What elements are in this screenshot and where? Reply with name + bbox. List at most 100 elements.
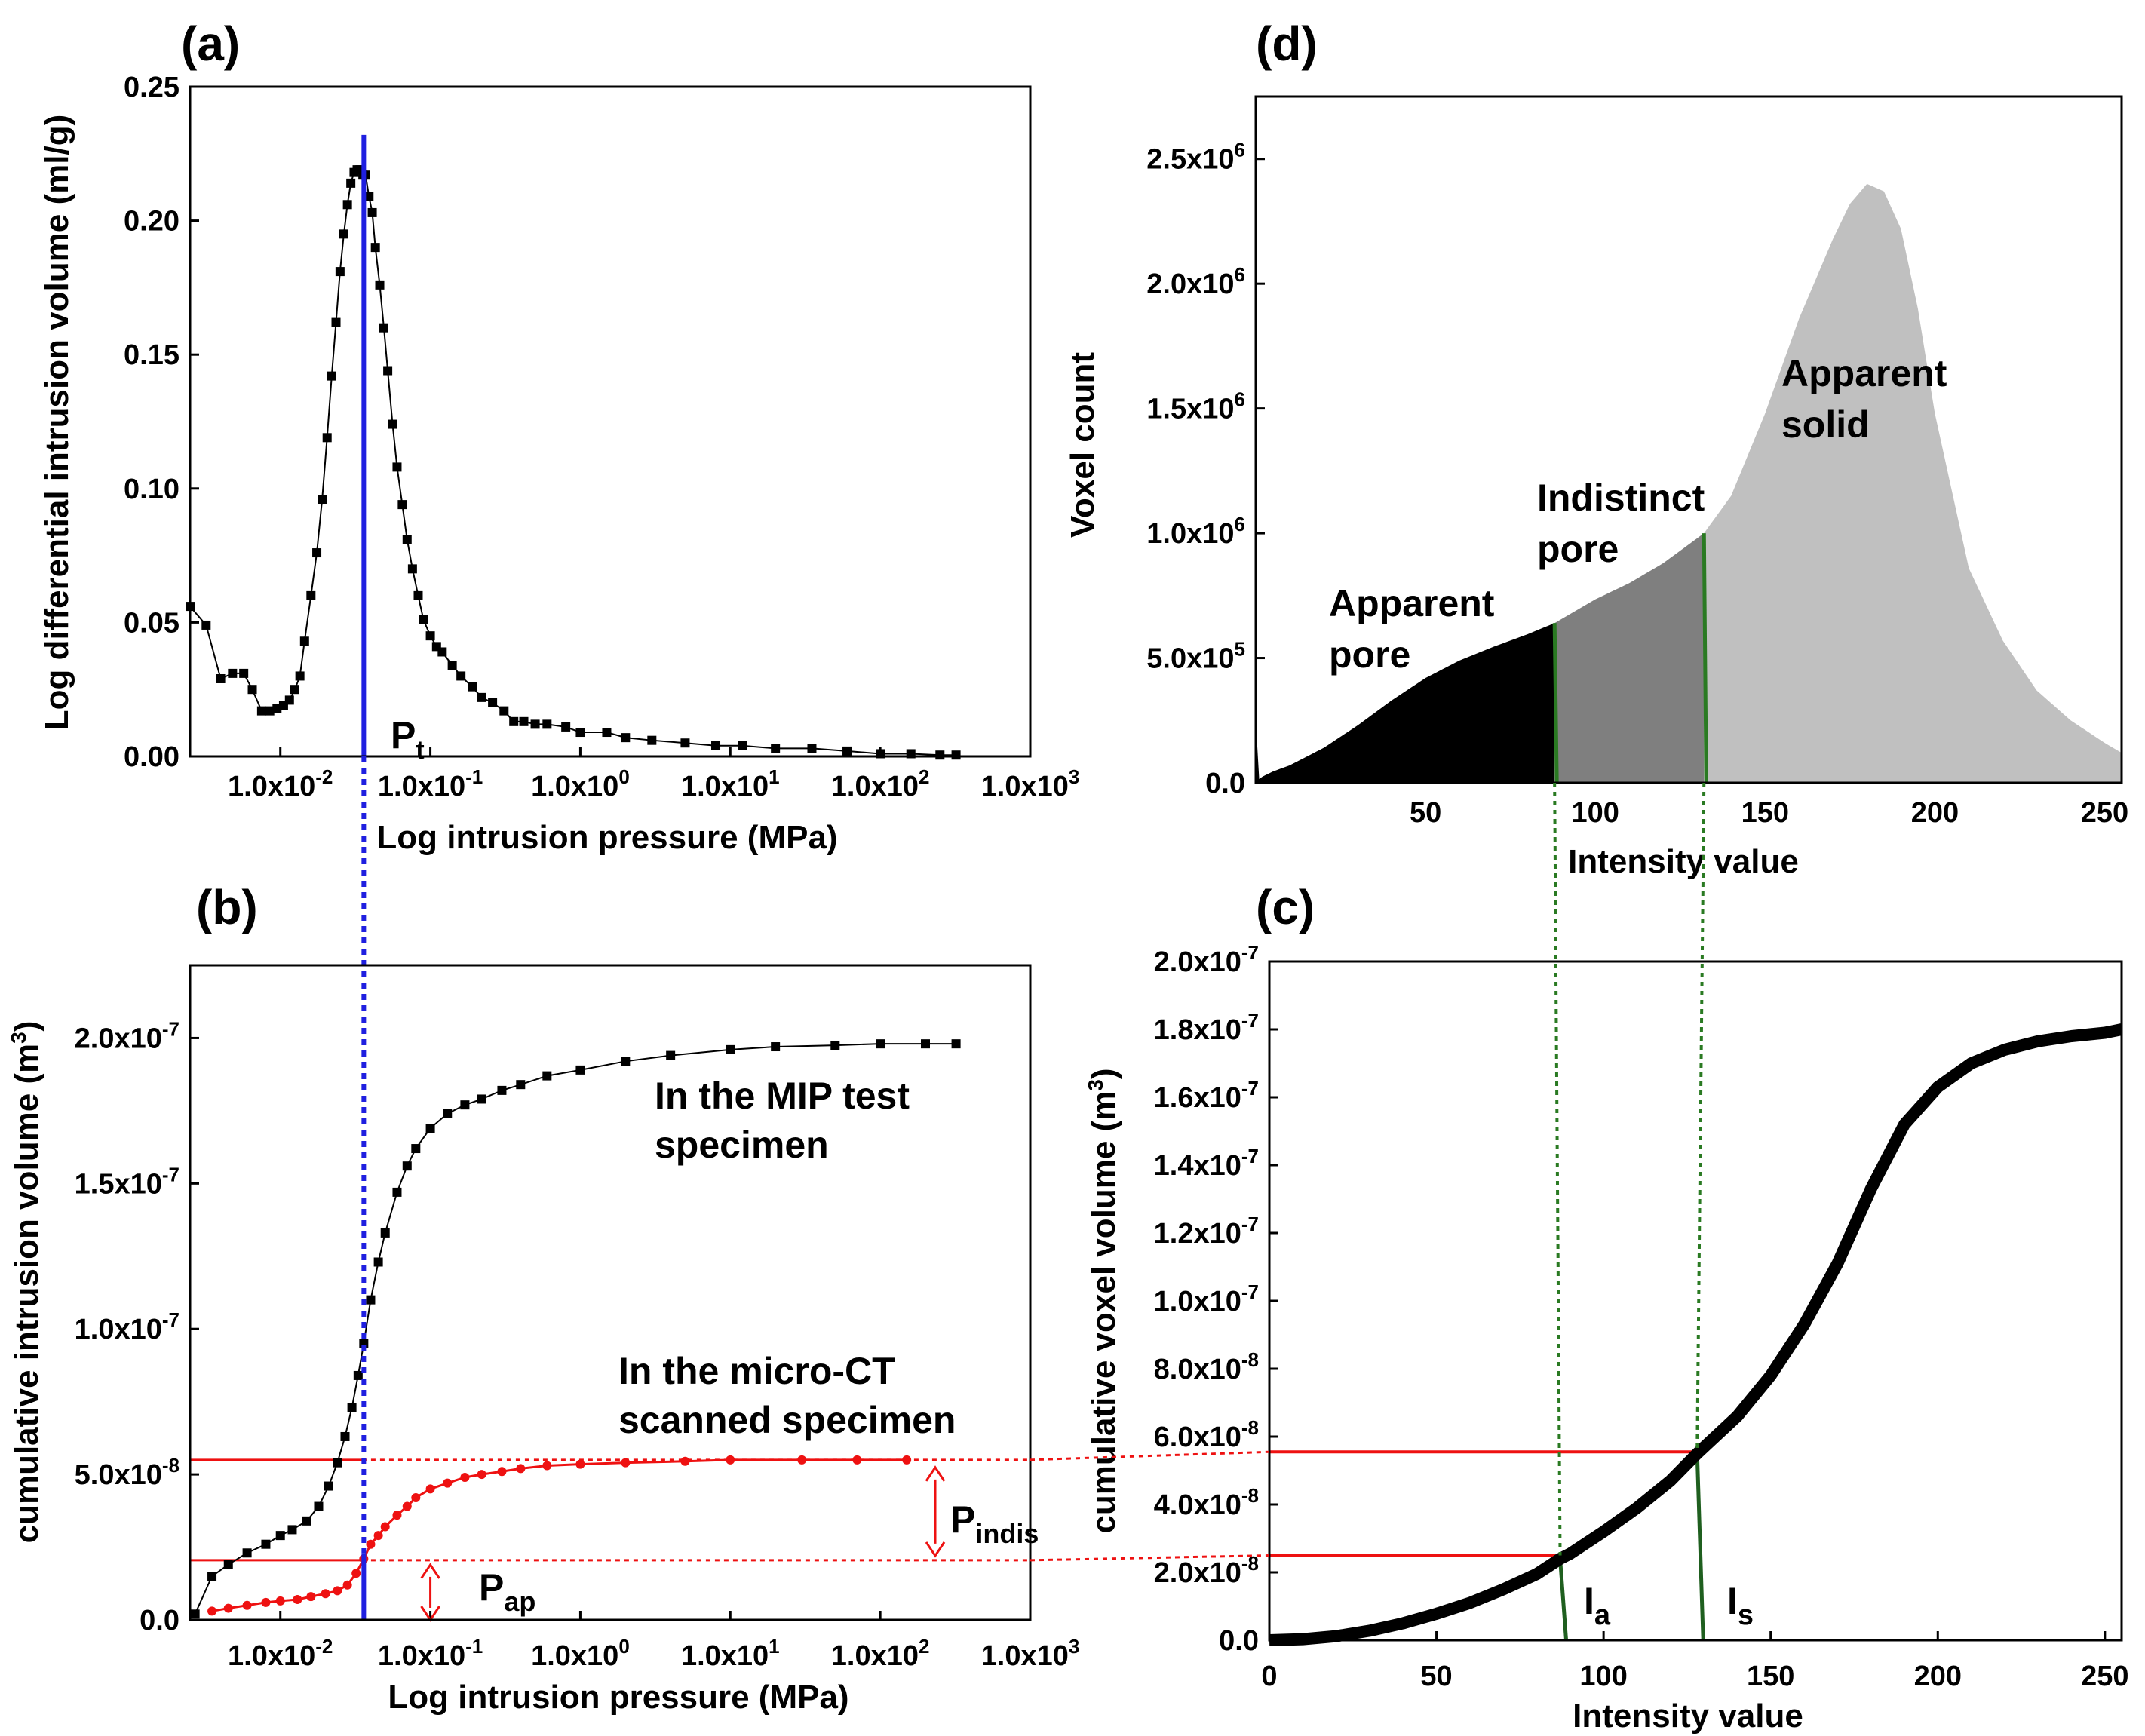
b-mip-point (771, 1042, 781, 1052)
b-mip-point (302, 1516, 311, 1526)
panel-c-ylabel-sup: 3 (1084, 1079, 1107, 1091)
c-ytick-label-main: 1.2x10 (1154, 1218, 1241, 1250)
panel-b-pindis-label: Pindis (950, 1498, 1039, 1549)
c-ytick-label-main: 6.0x10 (1154, 1422, 1241, 1453)
panel-b: 1.0x10-2 1.0x10-1 1.0x100 1.0x101 1.0x102 1.0… (7, 756, 1079, 1716)
d-ytick-label: 1.0x106 (1146, 513, 1245, 550)
b-ytick-label-main: 1.5x10 (75, 1168, 162, 1200)
panel-a-y-ticks: 0.00 0.05 0.10 0.15 0.20 0.25 (124, 72, 199, 773)
a-point (375, 280, 385, 290)
a-point (519, 716, 529, 726)
b-mip-point (666, 1050, 676, 1060)
panel-a-points (186, 165, 961, 760)
c-ytick-label-exp: -8 (1241, 1484, 1259, 1507)
panel-d-frame (1254, 95, 2123, 784)
panel-c-y-ticks: 0.02.0x10-84.0x10-86.0x10-88.0x10-81.0x1… (1154, 941, 1278, 1657)
c-xtick-label: 50 (1420, 1661, 1452, 1692)
a-xtick-label: 1.0x102 (831, 765, 930, 802)
b-ct-point (223, 1603, 233, 1613)
a-xtick-label-main: 1.0x10 (531, 771, 618, 802)
a-point (306, 590, 316, 600)
a-ytick-label: 0.10 (124, 474, 180, 505)
pindis-arrow-head-bottom (925, 1541, 946, 1558)
a-point (509, 716, 519, 726)
d-ytick-label-main: 0.0 (1205, 768, 1245, 799)
panel-c-ylabel-close: ) (1085, 1068, 1122, 1079)
is-main: I (1727, 1580, 1738, 1622)
b-mip-point (621, 1057, 631, 1066)
a-xtick-label: 1.0x10-2 (228, 765, 333, 802)
a-point (335, 267, 345, 277)
panel-c-xlabel: Intensity value (1573, 1698, 1803, 1734)
panel-b-ct-label-1: In the micro-CT (618, 1350, 895, 1392)
b-ytick-label-exp: -7 (162, 1308, 180, 1331)
d-ytick-label: 5.0x105 (1146, 638, 1245, 675)
c-threshold-line (1695, 1453, 1705, 1641)
a-point (367, 207, 377, 217)
d-ytick-label-exp: 6 (1235, 388, 1245, 411)
b-ct-point (333, 1586, 342, 1596)
a-xtick-label-exp: 2 (919, 765, 929, 788)
c-xtick-label-main: 150 (1747, 1661, 1794, 1692)
d-xtick-label: 200 (1911, 797, 1959, 829)
cross-panel-connectors (1030, 782, 1706, 1562)
b-xtick-label: 1.0x102 (831, 1635, 930, 1672)
panel-label-a: (a) (181, 17, 240, 71)
d-xtick-label: 100 (1571, 797, 1619, 829)
b-ct-point (366, 1539, 376, 1549)
panel-a-xlabel: Log intrusion pressure (MPa) (376, 819, 837, 856)
d-ytick-label-main: 2.5x10 (1146, 144, 1234, 176)
panel-d: 50 100 150 200 250 0.05.0x1051.0x1061.5x1062… (1064, 95, 2128, 880)
a-point (397, 500, 407, 510)
b-xtick-label: 1.0x100 (531, 1635, 630, 1672)
b-xtick-label-main: 1.0x10 (228, 1640, 315, 1672)
c-xtick-label-main: 0 (1261, 1661, 1277, 1692)
panel-b-y-ticks: 0.05.0x10-81.0x10-71.5x10-72.0x10-7 (75, 1017, 199, 1636)
a-point (711, 741, 721, 750)
c-ytick-label-exp: -7 (1241, 941, 1259, 964)
b-ct-point (207, 1606, 217, 1616)
b-xtick-label: 1.0x10-2 (228, 1635, 333, 1672)
pindis-arrow-head-top (925, 1465, 946, 1482)
a-point (842, 746, 852, 756)
b-xtick-label: 1.0x10-1 (378, 1635, 483, 1672)
c-ytick-label-exp: -8 (1241, 1348, 1259, 1371)
d-xtick-label: 250 (2081, 797, 2128, 829)
ia-main: I (1584, 1580, 1594, 1622)
panel-c-ia-label: Ia (1584, 1580, 1611, 1631)
b-mip-point (921, 1039, 931, 1049)
a-xtick-label-exp: 3 (1069, 765, 1079, 788)
c-xtick-label-main: 200 (1914, 1661, 1962, 1692)
c-ytick-label-main: 1.4x10 (1154, 1150, 1241, 1182)
d-xtick-label-main: 250 (2081, 797, 2128, 829)
d-xtick-label-main: 100 (1571, 797, 1619, 829)
region-label-apparent-solid-1: Apparent (1781, 352, 1947, 394)
c-ytick-label: 1.8x10-7 (1154, 1009, 1259, 1046)
b-ytick-label-main: 5.0x10 (75, 1459, 162, 1491)
a-point (299, 636, 309, 646)
a-point (530, 719, 540, 729)
b-ct-point (902, 1455, 912, 1465)
a-xtick-label-exp: -2 (315, 765, 333, 788)
a-xtick-label-main: 1.0x10 (228, 771, 315, 802)
b-mip-point (951, 1039, 961, 1049)
panel-c-ylabel-main: cumulative voxel volume (m (1085, 1091, 1122, 1534)
connector-red (1030, 1450, 1270, 1461)
a-ytick-label: 0.15 (124, 339, 180, 371)
d-region (1554, 533, 1705, 783)
d-xtick-label-main: 150 (1741, 797, 1789, 829)
b-mip-point (726, 1044, 735, 1054)
panel-b-arrows (420, 1465, 946, 1622)
b-xtick-label-exp: 1 (769, 1635, 779, 1658)
a-point (388, 419, 397, 429)
c-ytick-label: 1.6x10-7 (1154, 1077, 1259, 1114)
d-xtick-label: 150 (1741, 797, 1789, 829)
panel-b-mip-label-1: In the MIP test (655, 1075, 910, 1117)
panel-d-ylabel: Voxel count (1064, 352, 1101, 538)
c-ytick-label-main: 1.6x10 (1154, 1082, 1241, 1114)
c-xtick-label: 150 (1747, 1661, 1794, 1692)
b-ct-point (321, 1589, 330, 1599)
d-xtick-label-main: 50 (1410, 797, 1441, 829)
connector-red (1030, 1554, 1270, 1562)
a-point (951, 750, 961, 760)
